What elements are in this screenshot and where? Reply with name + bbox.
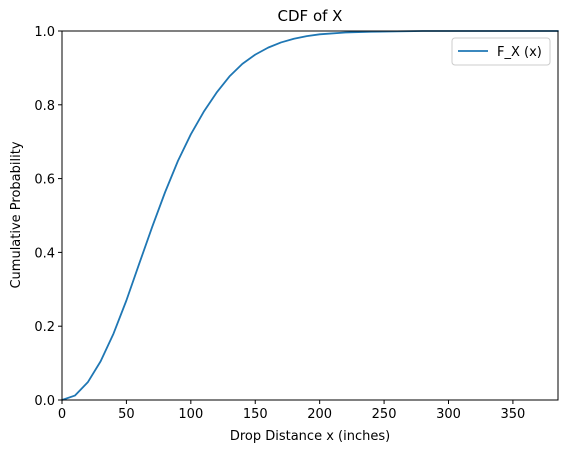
x-tick-label: 0 bbox=[58, 407, 66, 422]
y-axis-label: Cumulative Probability bbox=[9, 141, 24, 288]
x-axis: 0 50 100 150 200 250 300 350 bbox=[58, 400, 525, 422]
chart-title: CDF of X bbox=[278, 7, 343, 25]
y-tick-label: 0.6 bbox=[34, 173, 55, 188]
axes-frame bbox=[61, 30, 559, 401]
plot-area bbox=[61, 30, 559, 401]
x-tick-label: 50 bbox=[118, 407, 135, 422]
y-tick-label: 0.0 bbox=[34, 394, 55, 409]
x-tick-label: 200 bbox=[307, 407, 332, 422]
y-tick-label: 0.8 bbox=[34, 99, 55, 114]
legend-label: F_X (x) bbox=[497, 45, 542, 60]
y-tick-label: 0.2 bbox=[34, 320, 55, 335]
x-tick-label: 100 bbox=[178, 407, 203, 422]
x-axis-label: Drop Distance x (inches) bbox=[230, 429, 390, 444]
y-tick-label: 0.4 bbox=[34, 246, 55, 261]
x-tick-label: 250 bbox=[372, 407, 397, 422]
x-tick-label: 350 bbox=[500, 407, 525, 422]
y-axis: 0.0 0.2 0.4 0.6 0.8 1.0 bbox=[34, 25, 62, 409]
legend: F_X (x) bbox=[451, 37, 551, 66]
y-tick-label: 1.0 bbox=[34, 25, 55, 40]
legend-frame bbox=[451, 37, 551, 66]
x-tick-label: 300 bbox=[436, 407, 461, 422]
series-line-fx bbox=[61, 30, 559, 401]
x-tick-label: 150 bbox=[243, 407, 268, 422]
